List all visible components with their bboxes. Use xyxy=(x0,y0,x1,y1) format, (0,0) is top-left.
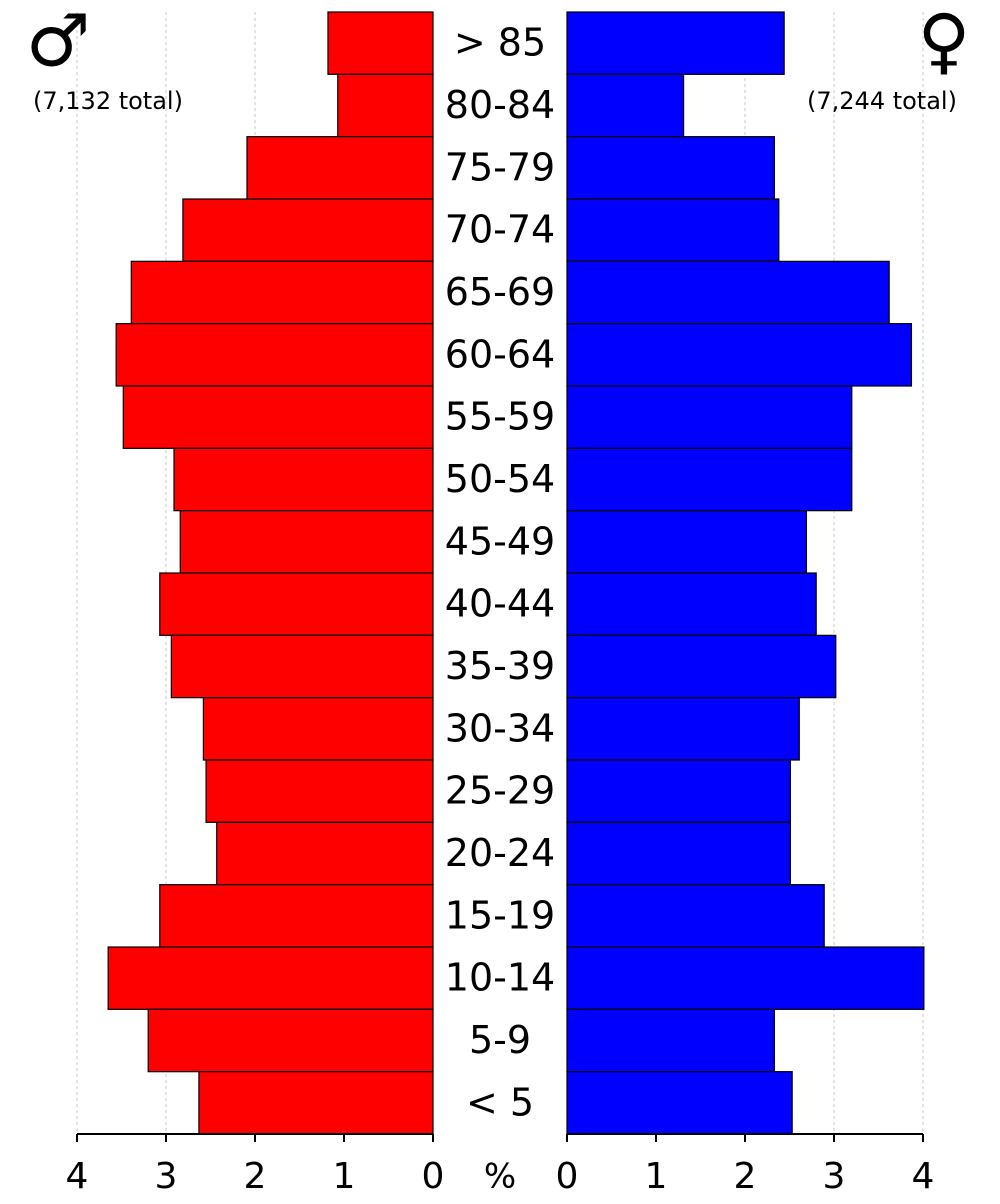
x-tick-label: 2 xyxy=(734,1156,757,1197)
bar xyxy=(202,697,434,761)
x-tick-label: 4 xyxy=(66,1156,89,1197)
category-label: 65-69 xyxy=(445,270,555,314)
x-tick-label: 1 xyxy=(333,1156,356,1197)
bar xyxy=(566,73,685,138)
bar xyxy=(566,821,791,886)
category-label: 10-14 xyxy=(445,956,555,1000)
bar xyxy=(566,946,925,1010)
category-label: 40-44 xyxy=(445,582,555,626)
bar xyxy=(130,260,434,325)
x-axis-label: % xyxy=(484,1157,516,1197)
bar xyxy=(115,323,434,387)
category-label: < 5 xyxy=(466,1080,534,1124)
category-label: 25-29 xyxy=(445,769,555,813)
bar xyxy=(173,447,434,512)
bar xyxy=(147,1008,434,1073)
bar xyxy=(566,11,785,75)
x-tick-label: 0 xyxy=(556,1156,579,1197)
category-label: 35-39 xyxy=(445,644,555,688)
bar xyxy=(159,884,434,948)
category-label: 55-59 xyxy=(445,395,555,439)
bar xyxy=(182,198,434,262)
category-label: 20-24 xyxy=(445,831,555,875)
bar xyxy=(122,385,434,449)
bar xyxy=(205,759,434,823)
legend-symbol: ♂ xyxy=(26,0,91,83)
bar xyxy=(566,1071,793,1135)
category-label: > 85 xyxy=(454,21,546,65)
category-label: 75-79 xyxy=(445,145,555,189)
x-tick-label: 4 xyxy=(912,1156,935,1197)
bar xyxy=(566,323,913,387)
category-label: 15-19 xyxy=(445,893,555,937)
category-label: 45-49 xyxy=(445,519,555,563)
bar xyxy=(566,1008,775,1073)
bar xyxy=(198,1071,434,1135)
bar xyxy=(566,510,808,574)
x-tick-label: 3 xyxy=(823,1156,846,1197)
bar xyxy=(566,697,800,761)
bar xyxy=(566,260,890,325)
bar xyxy=(566,572,817,636)
legend-symbol: ♀ xyxy=(918,0,971,83)
bar xyxy=(566,385,853,449)
category-label: 30-34 xyxy=(445,706,555,750)
bar xyxy=(327,11,434,75)
category-label: 5-9 xyxy=(469,1018,531,1062)
bar xyxy=(566,884,825,948)
category-label: 60-64 xyxy=(445,332,555,376)
bar xyxy=(337,73,434,138)
bar xyxy=(566,634,837,699)
bar xyxy=(179,510,434,574)
bar xyxy=(566,759,791,823)
x-tick-label: 3 xyxy=(155,1156,178,1197)
bar xyxy=(170,634,434,699)
bar xyxy=(216,821,434,886)
x-tick-label: 0 xyxy=(422,1156,445,1197)
bar xyxy=(107,946,434,1010)
total-note: (7,132 total) xyxy=(33,87,183,115)
bar xyxy=(159,572,434,636)
category-label: 50-54 xyxy=(445,457,555,501)
bar xyxy=(246,136,434,200)
x-tick-label: 1 xyxy=(645,1156,668,1197)
bar xyxy=(566,198,780,262)
total-note: (7,244 total) xyxy=(807,87,957,115)
category-label: 70-74 xyxy=(445,208,555,252)
bar xyxy=(566,136,775,200)
category-label: 80-84 xyxy=(445,83,555,127)
x-tick-label: 2 xyxy=(244,1156,267,1197)
bar xyxy=(566,447,853,512)
